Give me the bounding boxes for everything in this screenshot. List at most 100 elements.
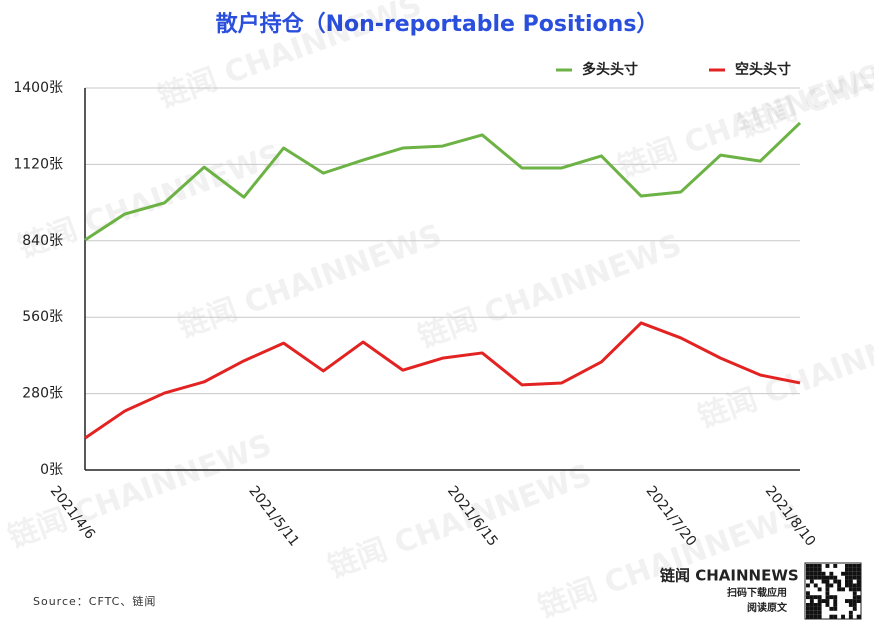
qr-cell <box>833 579 838 584</box>
qr-cell <box>817 599 822 603</box>
series-line <box>84 121 802 242</box>
watermark: 链闻 CHAINNEWS <box>694 308 874 436</box>
qr-cell <box>806 575 810 580</box>
qr-cell <box>829 606 834 611</box>
qr-cell <box>848 567 853 572</box>
qr-cell <box>813 610 818 615</box>
qr-cell <box>829 583 834 588</box>
y-tick-label: 1120张 <box>13 156 63 172</box>
watermark: 链闻 CHAINNEWS <box>174 218 447 346</box>
qr-cell <box>825 599 830 603</box>
qr-cell <box>817 595 822 600</box>
qr-cell <box>806 610 810 615</box>
qr-cell <box>837 587 842 592</box>
qr-cell <box>806 603 810 607</box>
qr-cell <box>841 587 845 592</box>
qr-cell <box>813 614 818 619</box>
qr-cell <box>845 583 849 588</box>
qr-cell <box>809 606 814 611</box>
legend-label: 空头头寸 <box>735 61 791 78</box>
qr-cell <box>833 575 838 580</box>
y-tick-label: 0张 <box>40 462 63 478</box>
qr-cell <box>813 564 818 568</box>
qr-cell <box>845 571 849 576</box>
qr-cell <box>841 614 845 619</box>
qr-cell <box>825 564 830 568</box>
qr-cell <box>806 567 810 572</box>
qr-cell <box>809 614 814 619</box>
qr-cell <box>821 599 826 603</box>
qr-code <box>804 562 862 620</box>
qr-cell <box>806 595 810 600</box>
watermark: 链闻 CHAINNEWS <box>414 228 687 356</box>
watermark: 链闻 CHAINNEWS <box>324 458 597 586</box>
qr-cell <box>856 595 861 600</box>
qr-cell <box>806 564 810 568</box>
qr-cell <box>856 599 861 603</box>
qr-cell <box>806 606 810 611</box>
qr-cell <box>806 591 810 596</box>
qr-cell <box>817 564 822 568</box>
qr-cell <box>845 564 849 568</box>
qr-cell <box>809 595 814 600</box>
qr-cell <box>813 567 818 572</box>
qr-cell <box>821 579 826 584</box>
qr-cell <box>848 603 853 607</box>
source: Source：CFTC、链闻 <box>33 594 156 608</box>
series-line <box>84 321 801 440</box>
qr-cell <box>809 564 814 568</box>
qr-cell <box>848 583 853 588</box>
qr-cell <box>848 610 853 615</box>
qr-cell <box>809 610 814 615</box>
qr-cell <box>852 603 857 607</box>
qr-cell <box>813 603 818 607</box>
qr-cell <box>809 603 814 607</box>
qr-cell <box>856 583 861 588</box>
qr-cell <box>852 575 857 580</box>
y-tick-label: 280张 <box>22 386 63 402</box>
qr-cell <box>817 610 822 615</box>
brand-logo: 链闻 CHAINNEWS <box>660 567 799 585</box>
y-tick-label: 840张 <box>22 233 63 249</box>
qr-cell <box>852 583 857 588</box>
watermark: 链闻 CHAINNEWS <box>734 18 874 146</box>
qr-cell <box>833 599 838 603</box>
qr-cell <box>856 571 861 576</box>
qr-cell <box>817 567 822 572</box>
qr-cell <box>806 571 810 576</box>
qr-cell <box>845 567 849 572</box>
qr-cell <box>852 591 857 596</box>
qr-cell <box>848 587 853 592</box>
qr-cell <box>813 606 818 611</box>
qr-cell <box>817 603 822 607</box>
qr-cell <box>809 599 814 603</box>
qr-cell <box>852 595 857 600</box>
qr-cell <box>848 575 853 580</box>
qr-cell <box>817 614 822 619</box>
x-tick-label: 2021/5/11 <box>245 483 302 549</box>
qr-cell <box>809 571 814 576</box>
qr-cell <box>817 606 822 611</box>
qr-cell <box>845 575 849 580</box>
qr-cell <box>806 614 810 619</box>
qr-cell <box>833 595 838 600</box>
qr-cell <box>813 595 818 600</box>
qr-cell <box>856 564 861 568</box>
qr-cell <box>817 575 822 580</box>
qr-cell <box>821 571 826 576</box>
qr-cell <box>856 587 861 592</box>
qr-cell <box>848 579 853 584</box>
qr-cell <box>809 579 814 584</box>
qr-cell <box>833 603 838 607</box>
qr-cell <box>852 599 857 603</box>
qr-cell <box>825 595 830 600</box>
qr-cell <box>848 614 853 619</box>
brand-line: 扫码下载应用 <box>727 586 787 599</box>
qr-cell <box>825 579 830 584</box>
qr-cell <box>852 564 857 568</box>
qr-cell <box>833 614 838 619</box>
chart-title: 散户持仓（Non-reportable Positions） <box>216 11 659 37</box>
qr-cell <box>809 575 814 580</box>
qr-cell <box>825 583 830 588</box>
